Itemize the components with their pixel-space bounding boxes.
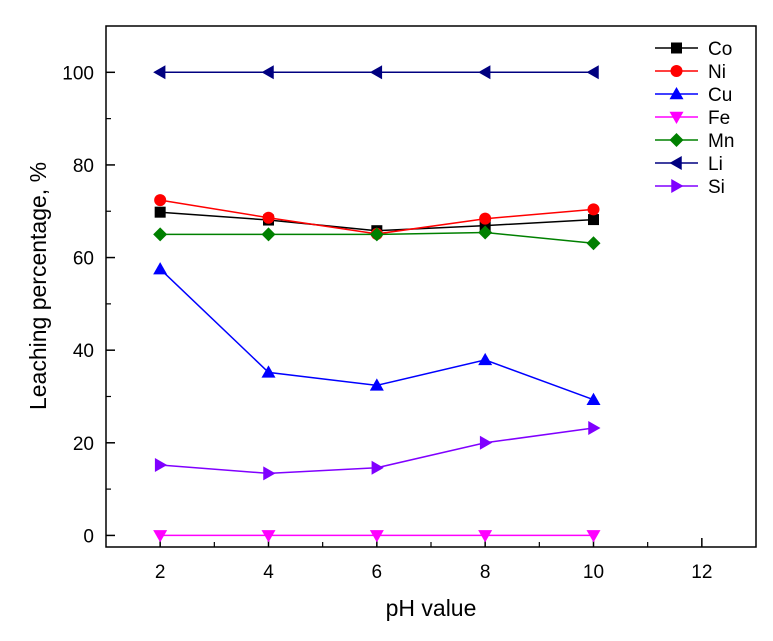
data-point-mn	[478, 225, 493, 240]
data-point-mn	[153, 227, 168, 242]
legend-label: Si	[708, 177, 725, 198]
data-point-si	[371, 460, 384, 475]
legend-marker-co	[671, 42, 682, 54]
legend-label: Ni	[708, 62, 726, 83]
data-point-fe	[261, 530, 276, 543]
y-tick-label: 20	[73, 434, 94, 455]
legend-label: Fe	[708, 108, 730, 129]
data-point-ni	[154, 194, 167, 207]
x-tick-label: 4	[263, 562, 274, 583]
data-point-si	[588, 420, 601, 435]
series-layer	[153, 65, 601, 543]
x-tick-label: 12	[691, 562, 712, 583]
data-point-si	[154, 458, 168, 473]
legend-label: Mn	[708, 131, 734, 152]
legend-item-cu: Cu	[655, 85, 732, 106]
series-fe	[153, 530, 601, 543]
x-tick-label: 10	[583, 562, 604, 583]
data-point-mn	[261, 227, 276, 242]
legend-marker-ni	[670, 65, 683, 77]
legend-marker-li	[669, 156, 682, 170]
data-point-si	[263, 466, 276, 481]
data-point-ni	[479, 212, 492, 225]
data-point-ni	[587, 203, 600, 216]
series-mn	[153, 225, 601, 251]
data-point-fe	[153, 530, 168, 543]
legend-marker-si	[671, 179, 684, 193]
data-point-co	[588, 214, 599, 226]
x-axis: 2 4 6 8 10 12	[155, 538, 712, 583]
legend-item-mn: Mn	[655, 131, 734, 152]
data-point-cu	[586, 392, 601, 405]
y-tick-label: 80	[73, 156, 94, 177]
legend-label: Co	[708, 39, 732, 60]
series-li	[153, 65, 599, 80]
data-point-cu	[478, 352, 493, 366]
y-tick-label: 60	[73, 249, 94, 270]
y-tick-label: 40	[73, 341, 94, 362]
data-point-si	[479, 435, 493, 450]
y-axis: 0 20 40 60 80 100	[62, 63, 115, 547]
data-point-li	[478, 65, 491, 80]
data-point-li	[586, 65, 599, 80]
data-point-cu	[369, 378, 384, 391]
x-tick-label: 6	[372, 562, 383, 583]
data-point-fe	[478, 530, 493, 543]
series-cu	[153, 262, 601, 405]
legend-item-li: Li	[655, 154, 723, 175]
legend-item-si: Si	[655, 177, 725, 198]
y-tick-label: 0	[83, 526, 94, 547]
legend-item-fe: Fe	[655, 108, 730, 129]
data-point-fe	[369, 530, 384, 543]
x-axis-title: pH value	[386, 595, 477, 621]
y-axis-title: Leaching percentage, %	[25, 162, 51, 410]
series-si	[154, 420, 601, 481]
legend-label: Cu	[708, 85, 732, 106]
data-point-mn	[586, 236, 601, 251]
y-tick-label: 100	[62, 63, 94, 84]
data-point-ni	[262, 211, 275, 224]
legend-label: Li	[708, 154, 723, 175]
legend-marker-fe	[669, 111, 684, 124]
legend-item-co: Co	[655, 39, 732, 60]
legend-marker-mn	[669, 133, 684, 147]
data-point-li	[153, 65, 166, 80]
x-tick-label: 2	[155, 562, 166, 583]
data-point-cu	[153, 262, 168, 275]
x-tick-label: 8	[480, 562, 491, 583]
data-point-li	[369, 65, 383, 80]
data-point-cu	[261, 365, 276, 378]
data-point-co	[154, 206, 166, 218]
legend-marker-cu	[669, 87, 684, 100]
data-point-li	[261, 65, 274, 80]
data-point-mn	[369, 227, 384, 242]
data-point-fe	[586, 530, 601, 543]
legend-item-ni: Ni	[655, 62, 726, 83]
